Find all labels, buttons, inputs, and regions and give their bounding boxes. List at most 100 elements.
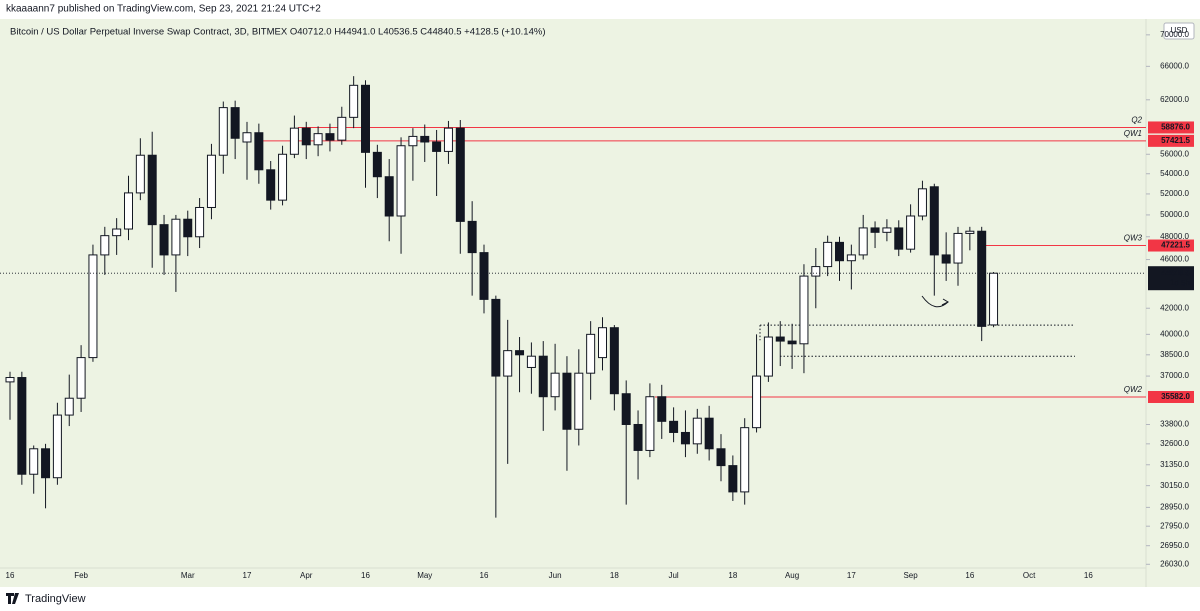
candle-body	[526, 355, 536, 368]
candle-body	[467, 220, 477, 254]
candle-body	[349, 84, 359, 118]
countdown: 1d 5h	[1170, 278, 1190, 287]
candle-body	[692, 417, 702, 445]
candle-body	[598, 327, 607, 359]
x-tick-label: Feb	[74, 571, 88, 580]
candle-body	[242, 132, 252, 143]
x-tick-label: 16	[965, 571, 974, 580]
candle-body	[669, 420, 679, 433]
candle-body	[763, 336, 773, 377]
candle-body	[135, 154, 145, 194]
candle-body	[254, 132, 264, 171]
x-tick-label: 18	[728, 571, 737, 580]
y-tick-label: 46000.0	[1160, 255, 1189, 264]
candle-body	[704, 417, 714, 450]
candle-body	[17, 377, 27, 475]
y-tick-label: 26030.0	[1160, 559, 1189, 568]
candle-body	[491, 298, 501, 377]
level-box	[1148, 239, 1194, 252]
level-name: QW1	[1124, 129, 1142, 138]
candle-body	[29, 448, 39, 475]
candle-body	[479, 252, 489, 300]
candle-body	[443, 127, 453, 152]
y-tick-label: 42000.0	[1160, 303, 1189, 312]
candle-body	[64, 397, 74, 416]
candle-body	[289, 127, 299, 155]
candle-body	[112, 228, 122, 237]
candle-body	[124, 192, 133, 230]
x-tick-label: May	[417, 571, 432, 580]
candle-body	[870, 227, 880, 233]
y-tick-label: 33800.0	[1160, 420, 1189, 429]
candle-body	[538, 355, 548, 398]
candle-body	[337, 116, 347, 141]
candle-body	[657, 396, 667, 422]
candle-body	[823, 241, 833, 268]
candle-body	[645, 396, 655, 451]
candle-body	[408, 135, 418, 147]
level-label: 35582.0	[1161, 392, 1190, 401]
candle-body	[562, 372, 572, 430]
candle-body	[835, 241, 844, 262]
x-tick-label: 16	[1084, 571, 1093, 580]
y-tick-label: 32600.0	[1160, 439, 1189, 448]
candle-body	[799, 275, 809, 345]
candle-body	[361, 84, 370, 153]
level-name: QW3	[1124, 234, 1143, 243]
chart-bg	[0, 19, 1200, 587]
candle-body	[147, 154, 157, 226]
candle-body	[929, 186, 939, 256]
candle-body	[740, 427, 750, 493]
candle-body	[989, 272, 999, 326]
candle-body	[503, 350, 513, 377]
candle-body	[159, 224, 169, 256]
candle-body	[917, 188, 927, 217]
candle-body	[633, 423, 643, 451]
y-tick-label: 37000.0	[1160, 371, 1189, 380]
arrow-head	[941, 298, 950, 306]
candle-body	[396, 145, 406, 217]
currency-box[interactable]	[1163, 22, 1195, 40]
y-tick-label: 66000.0	[1160, 61, 1189, 70]
candle-body	[455, 127, 465, 222]
candle-body	[278, 153, 288, 201]
x-tick-label: Apr	[300, 571, 313, 580]
x-tick-label: 18	[610, 571, 619, 580]
candle-body	[894, 227, 904, 250]
candle-body	[384, 176, 394, 217]
candle-body	[716, 448, 726, 467]
x-tick-label: 16	[6, 571, 15, 580]
candle-body	[906, 215, 916, 250]
candle-body	[171, 218, 181, 256]
x-tick-label: Mar	[181, 571, 195, 580]
x-tick-label: 16	[361, 571, 370, 580]
y-tick-label: 62000.0	[1160, 95, 1189, 104]
y-tick-label: 56000.0	[1160, 149, 1189, 158]
x-tick-label: Sep	[903, 571, 918, 580]
candle-body	[372, 151, 382, 178]
x-tick-label: 17	[243, 571, 252, 580]
candle-body	[5, 377, 15, 383]
y-tick-label: 48000.0	[1160, 232, 1189, 241]
candle-body	[218, 107, 228, 156]
last-price-box	[1148, 266, 1194, 291]
logo	[6, 593, 19, 604]
level-box	[1148, 390, 1194, 403]
candle-body	[206, 154, 216, 208]
candle-body	[586, 333, 596, 374]
y-tick-label: 31350.0	[1160, 460, 1189, 469]
candle-body	[846, 254, 856, 262]
brand-name: TradingView	[25, 593, 86, 605]
candle-body	[752, 375, 762, 429]
candle-body	[728, 465, 738, 493]
candle-body	[195, 206, 205, 238]
candle-body	[787, 340, 797, 345]
candle-body	[811, 266, 821, 277]
x-tick-label: 16	[480, 571, 489, 580]
y-tick-label: 38500.0	[1160, 350, 1189, 359]
candle-body	[515, 350, 525, 356]
candle-body	[550, 372, 560, 398]
y-tick-label: 28950.0	[1160, 502, 1189, 511]
candle-body	[965, 230, 975, 234]
